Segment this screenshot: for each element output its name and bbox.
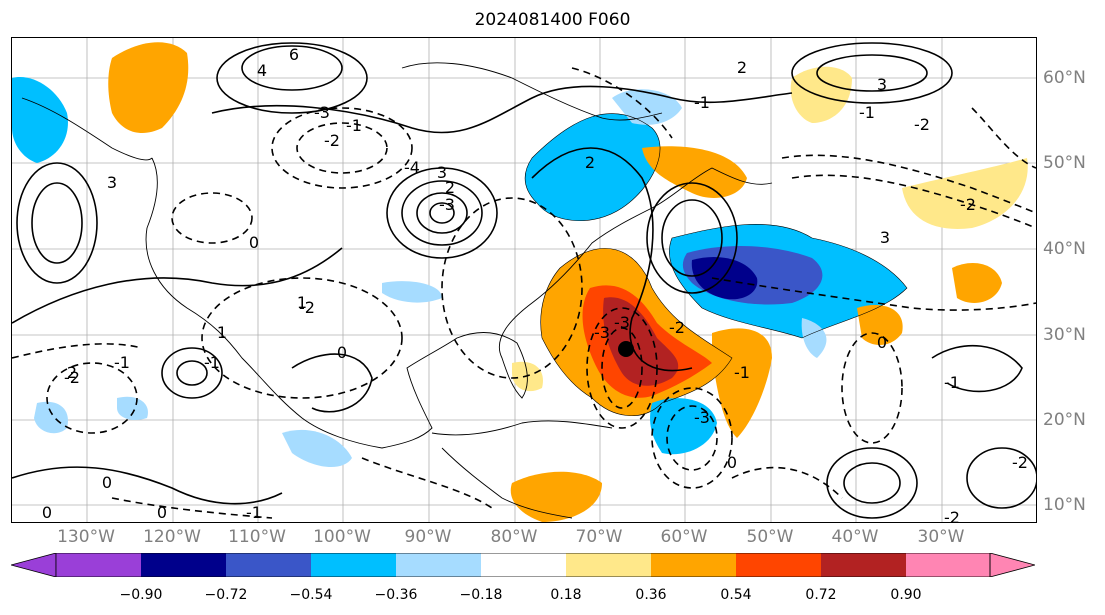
colorbar-bin	[906, 553, 990, 577]
contour-label: -1	[734, 363, 750, 382]
lon-label: 40°W	[831, 527, 879, 547]
map-panel: 6 4 3 2 -2 -3 -4 -1 0 1 -1 -2 3 -3 2 0 -…	[11, 37, 1037, 523]
contour-label: 1	[297, 293, 307, 312]
colorbar-tick: 0.72	[805, 587, 837, 603]
colorbar-tick: −0.54	[289, 587, 333, 603]
contour-label: 0	[337, 343, 347, 362]
colorbar-tick: −0.18	[459, 587, 503, 603]
colorbar-bin	[311, 553, 396, 577]
contour-label: -2	[1012, 453, 1028, 472]
contour-label: -4	[404, 158, 420, 177]
contour-label: -1	[204, 353, 220, 372]
colorbar-bin	[141, 553, 226, 577]
contour-label: 0	[249, 233, 259, 252]
contour-label: 1	[217, 323, 227, 342]
colorbar-tick: −0.36	[374, 587, 418, 603]
lon-label: 90°W	[404, 527, 452, 547]
lon-label: 100°W	[313, 527, 371, 547]
contour-label: 4	[257, 61, 267, 80]
shaded-fields	[12, 42, 1028, 522]
colorbar-bin	[651, 553, 736, 577]
thin-contours	[524, 113, 908, 416]
colorbar-bin	[736, 553, 821, 577]
lat-label: 60°N	[1043, 68, 1086, 88]
contour-label: 3	[880, 228, 890, 247]
contour-label: -2	[944, 508, 960, 522]
contour-label: 0	[102, 473, 112, 492]
contour-label: -3	[694, 408, 710, 427]
contour-label: -2	[914, 115, 930, 134]
contour-label: -1	[694, 93, 710, 112]
colorbar-bin	[481, 553, 566, 577]
lat-label: 30°N	[1043, 325, 1086, 345]
colorbar-over-arrow	[989, 553, 1035, 577]
colorbar-bin	[821, 553, 906, 577]
lat-label: 40°N	[1043, 239, 1086, 259]
contour-label: 2	[585, 153, 595, 172]
storm-center-marker	[618, 341, 634, 357]
contour-label: 3	[107, 173, 117, 192]
figure-title: 2024081400 F060	[474, 10, 631, 30]
lon-label: 30°W	[917, 527, 965, 547]
contour-label: -3	[594, 323, 610, 342]
contour-labels: 6 4 3 2 -2 -3 -4 -1 0 1 -1 -2 3 -3 2 0 -…	[42, 45, 1028, 522]
solid-contours	[12, 42, 1036, 519]
contour-label: 3	[877, 75, 887, 94]
colorbar-tick: −0.90	[119, 587, 163, 603]
contour-label: -3	[314, 103, 330, 122]
contour-label: -1	[346, 116, 362, 135]
colorbar-tick: 0.54	[720, 587, 752, 603]
lon-label: 70°W	[575, 527, 623, 547]
contour-label: 3	[437, 163, 447, 182]
lat-label: 50°N	[1043, 153, 1086, 173]
contour-label: -3	[614, 313, 630, 332]
colorbar-bin	[566, 553, 651, 577]
lat-label: 20°N	[1043, 410, 1086, 430]
contour-label: 0	[42, 503, 52, 522]
contour-label: 0	[727, 453, 737, 472]
colorbar-tick: −0.72	[204, 587, 248, 603]
contour-label: 2	[67, 363, 77, 382]
contour-label: -2	[669, 318, 685, 337]
colorbar-bin	[396, 553, 481, 577]
lon-label: 60°W	[660, 527, 708, 547]
dashed-contours	[12, 67, 1036, 519]
lon-label: 80°W	[490, 527, 538, 547]
contour-label: -2	[64, 368, 80, 387]
contour-label: 6	[289, 45, 299, 64]
colorbar-tick: 0.90	[890, 587, 922, 603]
contour-label: -3	[439, 195, 455, 214]
contour-label: 2	[737, 58, 747, 77]
contour-label: 0	[877, 333, 887, 352]
contour-label: -2	[960, 195, 976, 214]
contour-label: -1	[246, 503, 262, 522]
colorbar-bin	[56, 553, 141, 577]
contour-label: -1	[859, 103, 875, 122]
lon-label: 120°W	[143, 527, 201, 547]
colorbar-tick: 0.36	[635, 587, 667, 603]
contour-label: 2	[445, 178, 455, 197]
contour-label: -1	[944, 373, 960, 392]
colorbar-tick: 0.18	[550, 587, 582, 603]
contour-label: -2	[324, 131, 340, 150]
lon-label: 50°W	[746, 527, 794, 547]
colorbar	[11, 553, 1035, 577]
contour-label: -2	[299, 298, 315, 317]
lon-label: 110°W	[228, 527, 286, 547]
lon-label: 130°W	[57, 527, 115, 547]
contour-label: -1	[114, 353, 130, 372]
colorbar-bin	[226, 553, 311, 577]
colorbar-under-arrow	[11, 553, 57, 577]
contour-label: 0	[157, 503, 167, 522]
lat-label: 10°N	[1043, 495, 1086, 515]
